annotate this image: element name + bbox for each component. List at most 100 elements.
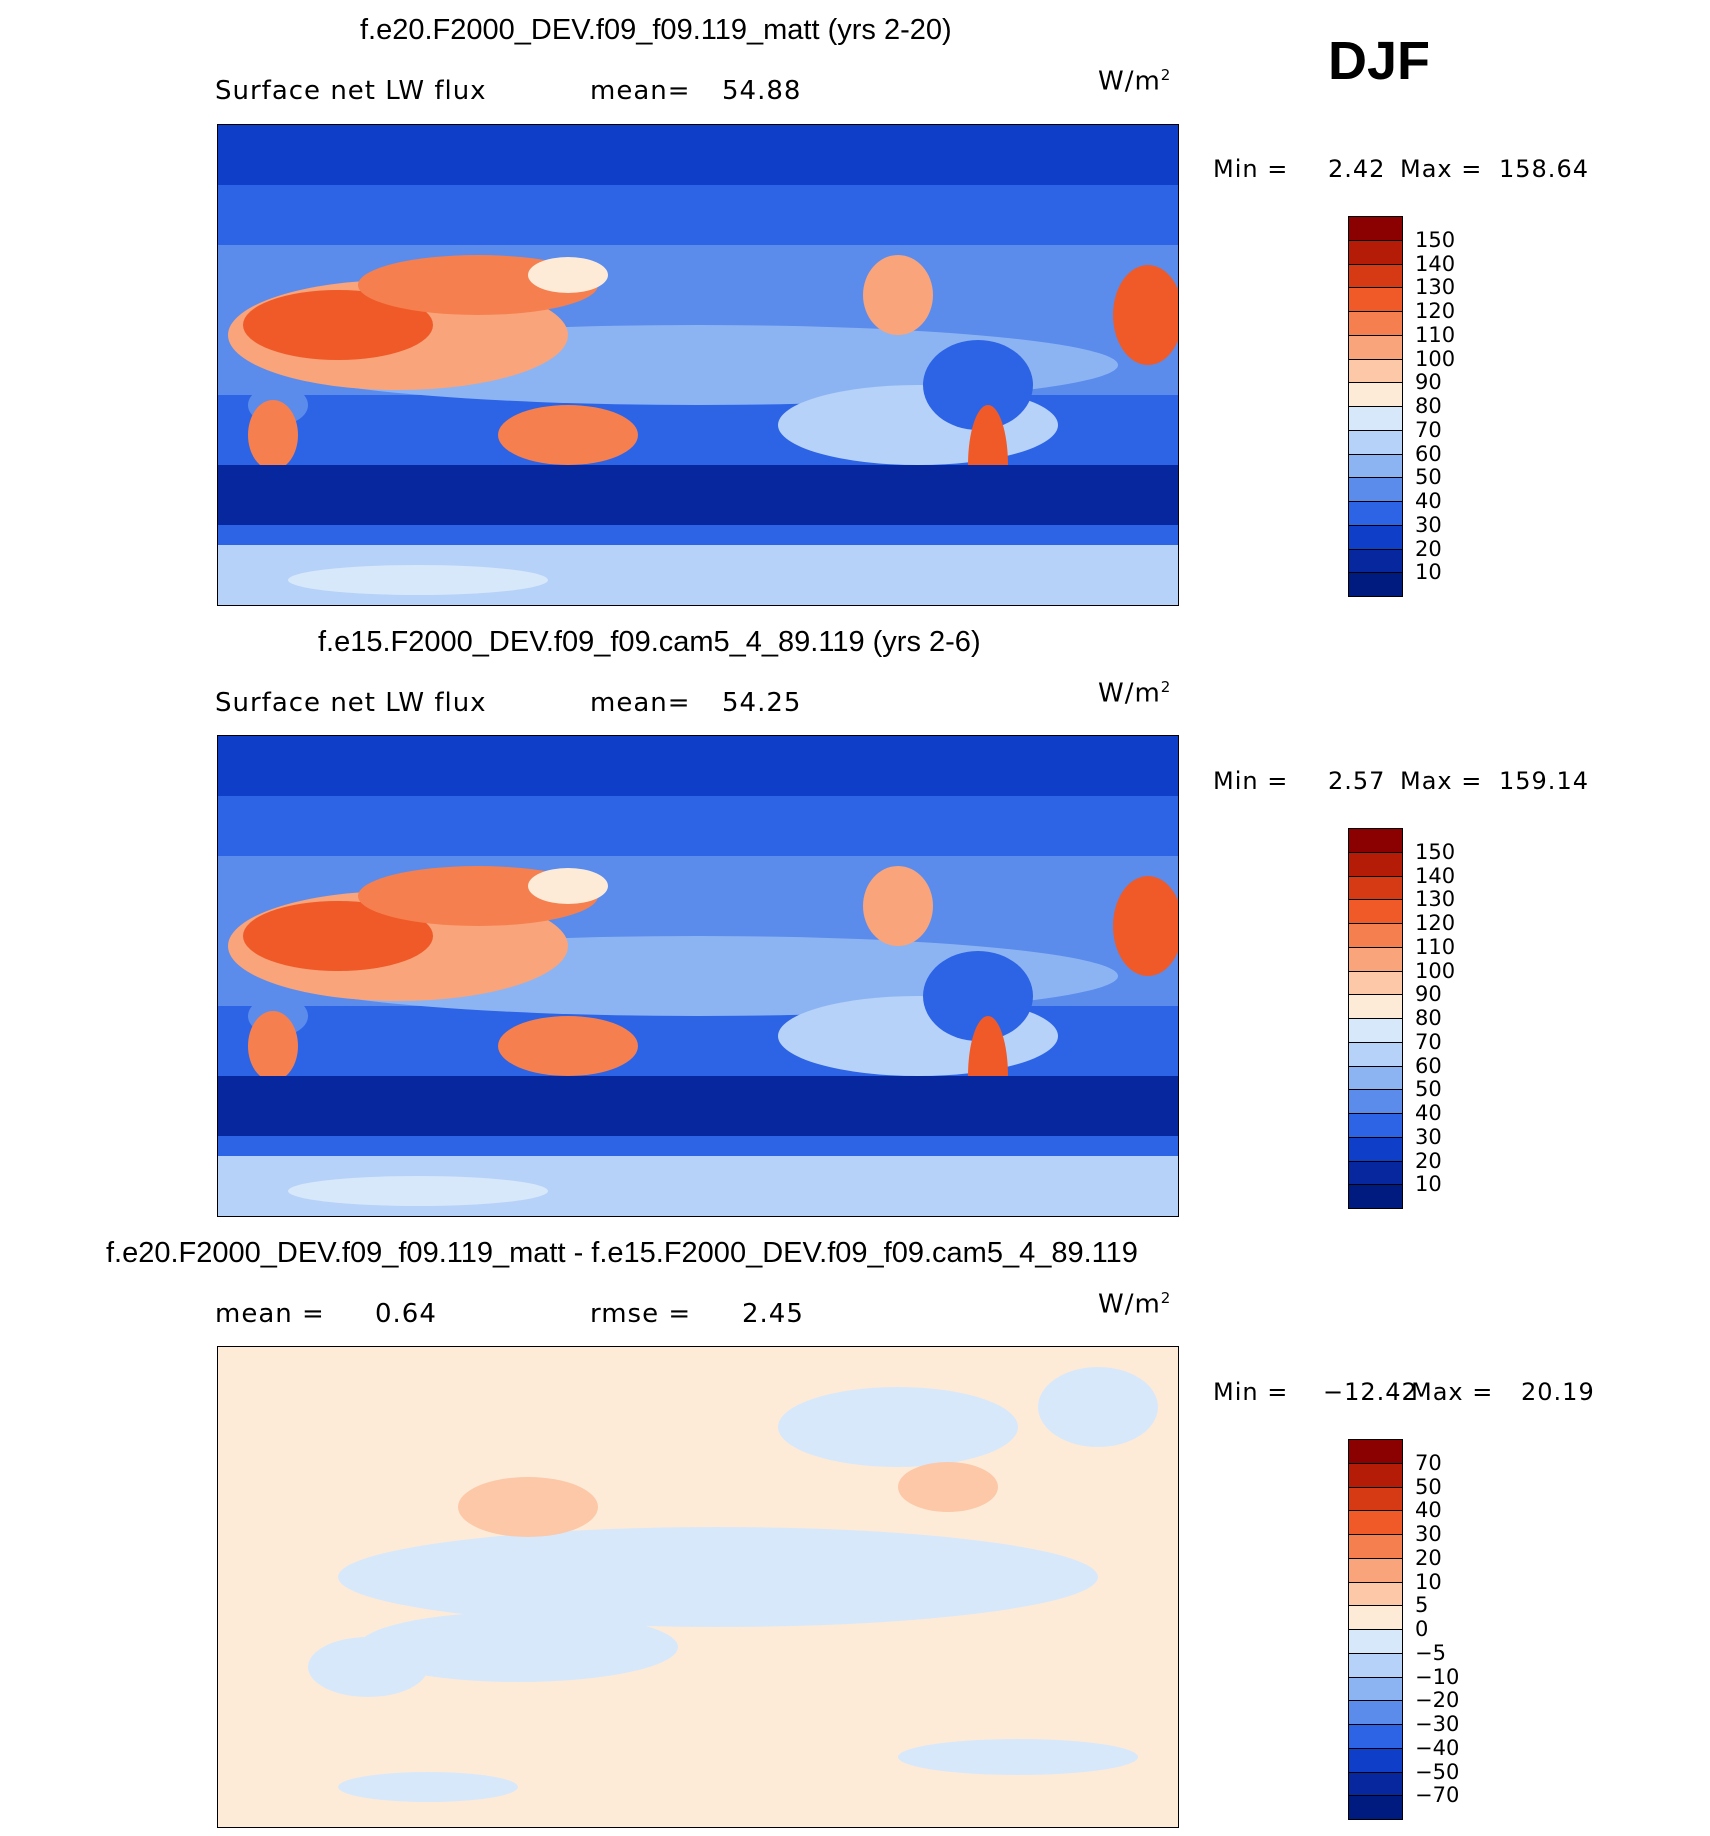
colorbar-segment — [1348, 382, 1403, 407]
season-label: DJF — [1328, 31, 1431, 91]
colorbar-tick-label: 70 — [1415, 1029, 1442, 1054]
rmse-key: rmse = — [590, 1299, 692, 1329]
colorbar-tick-label: 70 — [1415, 417, 1442, 442]
colorbar-segment — [1348, 263, 1403, 289]
colorbar-tick-label: 60 — [1415, 441, 1442, 466]
colorbar-tick-label: 5 — [1415, 1593, 1429, 1618]
colorbar-tick-label: 20 — [1415, 536, 1442, 561]
variable-label: Surface net LW flux — [215, 76, 487, 106]
min-key: Min = — [1213, 155, 1289, 183]
colorbar-segment — [1348, 1557, 1403, 1583]
max-value: 159.14 — [1499, 767, 1589, 795]
colorbar-segment — [1348, 1439, 1403, 1464]
colorbar-tick-label: 10 — [1415, 1569, 1442, 1594]
map-panel-1 — [217, 124, 1179, 606]
colorbar-segment — [1348, 334, 1403, 360]
colorbar-tick-label: 120 — [1415, 299, 1456, 323]
colorbar-segment — [1348, 572, 1403, 597]
panel-title: f.e20.F2000_DEV.f09_f09.119_matt - f.e15… — [106, 1237, 1138, 1269]
colorbar-segment — [1348, 828, 1403, 853]
colorbar-3 — [1348, 1439, 1403, 1820]
colorbar-tick-label: 20 — [1415, 1545, 1442, 1570]
colorbar-segment — [1348, 1089, 1403, 1114]
min-key: Min = — [1213, 767, 1289, 795]
colorbar-segment — [1348, 1771, 1403, 1797]
rmse-value: 2.45 — [742, 1299, 804, 1329]
colorbar-segment — [1348, 946, 1403, 972]
colorbar-tick-label: 10 — [1415, 560, 1442, 585]
colorbar-tick-label: 30 — [1415, 512, 1442, 537]
colorbar-segment — [1348, 406, 1403, 431]
colorbar-segment — [1348, 477, 1403, 502]
map-panel-2 — [217, 735, 1179, 1217]
colorbar-segment — [1348, 1652, 1403, 1678]
colorbar-tick-label: −70 — [1415, 1783, 1460, 1808]
min-key: Min = — [1213, 1378, 1289, 1406]
colorbar-segment — [1348, 429, 1403, 455]
colorbar-tick-label: 130 — [1415, 887, 1456, 912]
colorbar-tick-label: −30 — [1415, 1712, 1460, 1736]
max-value: 20.19 — [1521, 1378, 1595, 1406]
max-key: Max = — [1400, 767, 1483, 795]
colorbar-tick-label: 140 — [1415, 863, 1456, 888]
colorbar-tick-label: 50 — [1415, 1474, 1442, 1499]
colorbar-2 — [1348, 828, 1403, 1209]
colorbar-segment — [1348, 899, 1403, 924]
max-key: Max = — [1400, 155, 1483, 183]
max-key: Max = — [1411, 1378, 1494, 1406]
colorbar-segment — [1348, 216, 1403, 241]
colorbar-tick-label: 150 — [1415, 839, 1456, 864]
colorbar-segment — [1348, 453, 1403, 479]
max-value: 158.64 — [1499, 155, 1589, 183]
colorbar-segment — [1348, 1581, 1403, 1607]
min-value: 2.42 — [1328, 155, 1386, 183]
colorbar-tick-label: 70 — [1415, 1450, 1442, 1475]
colorbar-segment — [1348, 1184, 1403, 1209]
heatmap-3 — [218, 1347, 1178, 1827]
colorbar-tick-label: 50 — [1415, 465, 1442, 490]
colorbar-segment — [1348, 851, 1403, 877]
min-value: 2.57 — [1328, 767, 1386, 795]
min-value: −12.42 — [1323, 1378, 1418, 1406]
mean-value: 54.25 — [722, 688, 802, 718]
colorbar-tick-label: 100 — [1415, 346, 1456, 371]
colorbar-tick-label: −50 — [1415, 1759, 1460, 1784]
colorbar-segment — [1348, 1160, 1403, 1186]
panel-title: f.e15.F2000_DEV.f09_f09.cam5_4_89.119 (y… — [318, 626, 981, 658]
colorbar-segment — [1348, 923, 1403, 948]
colorbar-tick-label: 60 — [1415, 1053, 1442, 1078]
colorbar-tick-label: 130 — [1415, 275, 1456, 300]
variable-label: Surface net LW flux — [215, 688, 487, 718]
colorbar-segment — [1348, 1629, 1403, 1654]
colorbar-tick-label: 90 — [1415, 982, 1442, 1007]
colorbar-segment — [1348, 1486, 1403, 1512]
colorbar-tick-label: −40 — [1415, 1735, 1460, 1760]
colorbar-tick-label: 140 — [1415, 251, 1456, 276]
colorbar-tick-label: 40 — [1415, 1498, 1442, 1523]
colorbar-segment — [1348, 1065, 1403, 1091]
colorbar-tick-label: 10 — [1415, 1172, 1442, 1197]
colorbar-segment — [1348, 1747, 1403, 1773]
colorbar-tick-label: 90 — [1415, 370, 1442, 395]
colorbar-segment — [1348, 1462, 1403, 1488]
colorbar-segment — [1348, 1113, 1403, 1138]
colorbar-tick-label: 80 — [1415, 1006, 1442, 1030]
colorbar-tick-label: 0 — [1415, 1617, 1429, 1641]
colorbar-tick-label: 40 — [1415, 1101, 1442, 1125]
colorbar-tick-label: 20 — [1415, 1148, 1442, 1173]
units-label: W/m2 — [1098, 678, 1172, 709]
colorbar-segment — [1348, 1510, 1403, 1535]
colorbar-segment — [1348, 1136, 1403, 1162]
units-label: W/m2 — [1098, 1289, 1172, 1320]
heatmap-2 — [218, 736, 1178, 1216]
colorbar-segment — [1348, 287, 1403, 312]
colorbar-segment — [1348, 1724, 1403, 1749]
colorbar-segment — [1348, 994, 1403, 1019]
colorbar-tick-label: −20 — [1415, 1688, 1460, 1713]
mean-key: mean= — [590, 76, 691, 106]
heatmap-1 — [218, 125, 1178, 605]
colorbar-segment — [1348, 1605, 1403, 1630]
colorbar-segment — [1348, 970, 1403, 996]
colorbar-1 — [1348, 216, 1403, 597]
colorbar-tick-label: 120 — [1415, 911, 1456, 935]
